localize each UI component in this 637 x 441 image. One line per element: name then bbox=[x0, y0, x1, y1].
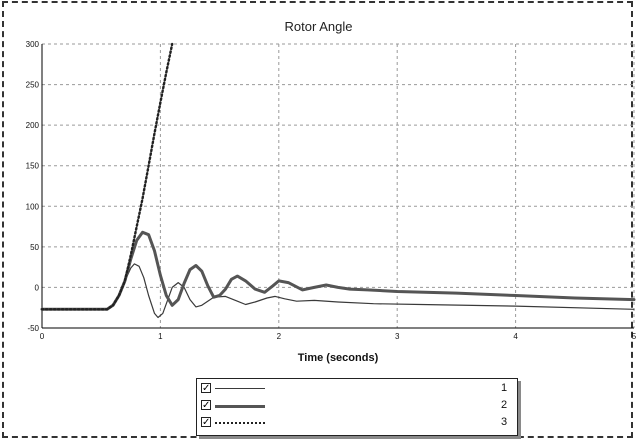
grid bbox=[42, 43, 635, 328]
legend-item-3[interactable]: ✓ 3 bbox=[201, 416, 513, 430]
y-tick-label: 200 bbox=[26, 121, 40, 130]
y-tick-label: 0 bbox=[35, 283, 40, 292]
legend-item-1[interactable]: ✓ 1 bbox=[201, 382, 513, 396]
checkbox-icon[interactable]: ✓ bbox=[201, 383, 211, 394]
legend: ✓ 1 ✓ 2 ✓ 3 bbox=[196, 378, 518, 436]
y-tick-label: 50 bbox=[30, 243, 39, 252]
x-tick-label: 2 bbox=[277, 332, 282, 341]
y-tick-label: 300 bbox=[26, 40, 40, 49]
legend-label-1: 1 bbox=[501, 382, 508, 394]
series-line-2 bbox=[40, 230, 636, 311]
x-tick-label: 5 bbox=[632, 332, 637, 341]
chart-title: Rotor Angle bbox=[284, 19, 353, 34]
series bbox=[40, 42, 636, 319]
y-tick-label: 150 bbox=[26, 162, 40, 171]
legend-label-2: 2 bbox=[501, 399, 508, 411]
series-line-1 bbox=[41, 263, 635, 319]
y-tick-label: 100 bbox=[26, 202, 40, 211]
y-tick-label: -50 bbox=[27, 324, 39, 333]
legend-item-2[interactable]: ✓ 2 bbox=[201, 399, 513, 413]
x-axis-label: Time (seconds) bbox=[298, 352, 379, 364]
x-tick-label: 4 bbox=[513, 332, 518, 341]
series-line-3 bbox=[40, 42, 174, 311]
x-tick-label: 1 bbox=[158, 332, 163, 341]
checkbox-icon[interactable]: ✓ bbox=[201, 400, 211, 411]
legend-swatch-1 bbox=[215, 388, 265, 389]
x-tick-label: 0 bbox=[40, 332, 45, 341]
x-tick-label: 3 bbox=[395, 332, 400, 341]
legend-swatch-3 bbox=[215, 422, 265, 424]
y-tick-label: 250 bbox=[26, 81, 40, 90]
legend-label-3: 3 bbox=[501, 416, 508, 428]
legend-swatch-2 bbox=[215, 405, 265, 408]
checkbox-icon[interactable]: ✓ bbox=[201, 417, 211, 428]
